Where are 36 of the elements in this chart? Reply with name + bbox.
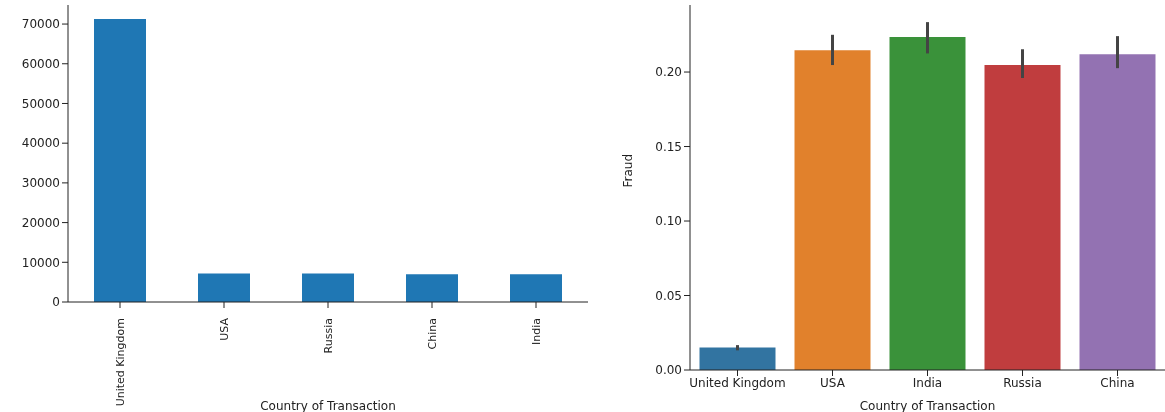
y-tick-label: 30000	[21, 176, 60, 191]
bar	[699, 347, 776, 370]
y-tick-label: 0.15	[655, 139, 682, 154]
y-tick-label: 0.05	[655, 288, 682, 303]
bar	[794, 50, 871, 370]
y-tick-label: 70000	[21, 17, 60, 32]
y-tick-label: 0.20	[655, 65, 682, 80]
y-tick-label: 40000	[21, 136, 60, 151]
x-tick-label: India	[529, 318, 543, 345]
y-tick-label: 0	[52, 295, 60, 310]
x-tick-label: United Kingdom	[689, 375, 786, 390]
bar	[302, 273, 354, 302]
y-tick-label: 10000	[21, 255, 60, 270]
x-tick-label: Russia	[1003, 375, 1042, 390]
bar	[406, 274, 458, 302]
bar	[510, 274, 562, 302]
y-axis-title: Fraud	[621, 153, 636, 188]
bar	[198, 273, 250, 302]
x-axis-title: Country of Transaction	[260, 399, 396, 412]
y-tick-label: 50000	[21, 96, 60, 111]
x-tick-label: USA	[217, 317, 231, 341]
y-tick-label: 0.10	[655, 214, 682, 229]
bar	[1079, 54, 1156, 370]
x-axis-title: Country of Transaction	[859, 399, 996, 412]
bar	[889, 36, 966, 370]
y-tick-label: 0.00	[655, 363, 682, 378]
x-tick-label: United Kingdom	[113, 318, 127, 407]
bar	[984, 65, 1061, 370]
bar	[94, 18, 146, 302]
x-tick-label: USA	[820, 375, 846, 390]
x-tick-label: China	[1100, 375, 1135, 390]
x-tick-label: India	[912, 375, 943, 390]
x-tick-label: Russia	[321, 318, 335, 354]
y-tick-label: 60000	[21, 57, 60, 72]
y-tick-label: 20000	[21, 215, 60, 230]
x-tick-label: China	[425, 318, 439, 350]
